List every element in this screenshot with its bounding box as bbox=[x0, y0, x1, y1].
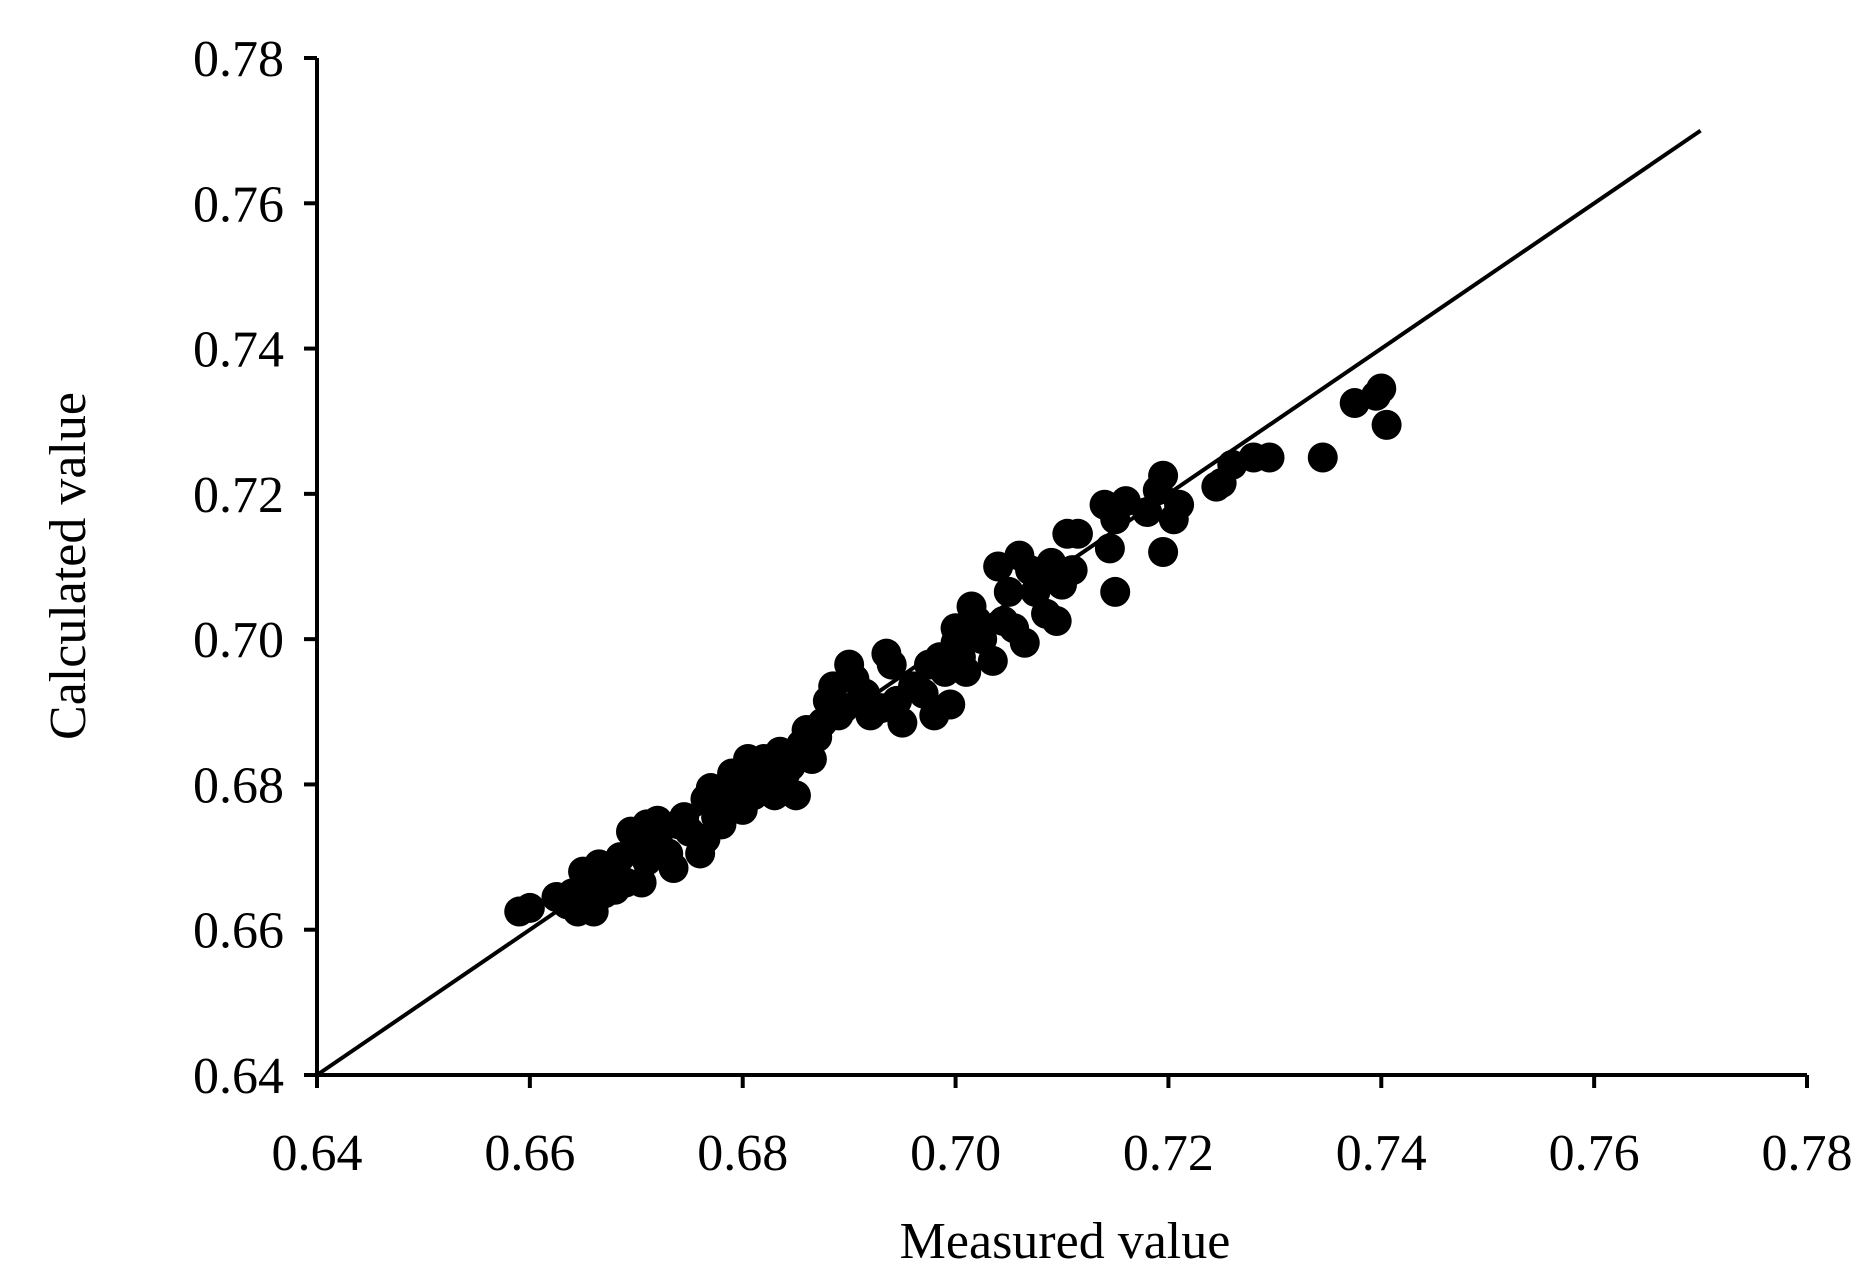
y-tick-label: 0.72 bbox=[193, 467, 284, 524]
data-point bbox=[780, 780, 811, 811]
x-tick-label: 0.78 bbox=[1762, 1125, 1853, 1182]
y-tick-label: 0.76 bbox=[193, 176, 284, 233]
data-point bbox=[935, 689, 966, 720]
data-point bbox=[1041, 605, 1072, 636]
x-tick-label: 0.64 bbox=[272, 1125, 363, 1182]
data-point bbox=[951, 656, 982, 687]
data-point bbox=[1094, 533, 1125, 564]
y-axis-title: Calculated value bbox=[40, 392, 97, 740]
y-tick-label: 0.68 bbox=[193, 757, 284, 814]
data-point bbox=[1148, 460, 1179, 491]
data-point bbox=[993, 576, 1024, 607]
y-tick-label: 0.74 bbox=[193, 322, 284, 379]
data-point bbox=[1009, 627, 1040, 658]
data-point bbox=[887, 707, 918, 738]
data-point bbox=[1062, 518, 1093, 549]
data-point bbox=[977, 645, 1008, 676]
y-tick-label: 0.78 bbox=[193, 31, 284, 88]
x-tick-label: 0.70 bbox=[910, 1125, 1001, 1182]
data-point bbox=[1164, 489, 1195, 520]
data-point bbox=[1148, 536, 1179, 567]
x-tick-label: 0.76 bbox=[1549, 1125, 1640, 1182]
y-tick-label: 0.64 bbox=[193, 1048, 284, 1105]
data-point bbox=[876, 649, 907, 680]
y-ticks: 0.64 0.66 0.68 0.70 0.72 0.74 0.76 0.78 bbox=[193, 31, 317, 1105]
axes bbox=[315, 58, 1807, 1077]
data-point bbox=[1100, 576, 1131, 607]
data-point bbox=[1254, 442, 1285, 473]
x-tick-label: 0.66 bbox=[484, 1125, 575, 1182]
data-point bbox=[658, 852, 689, 883]
data-points bbox=[504, 373, 1402, 927]
data-point bbox=[1307, 442, 1338, 473]
x-tick-label: 0.72 bbox=[1123, 1125, 1214, 1182]
x-axis-title: Measured value bbox=[900, 1213, 1231, 1270]
data-point bbox=[1366, 373, 1397, 404]
y-tick-label: 0.70 bbox=[193, 612, 284, 669]
data-point bbox=[1057, 555, 1088, 586]
x-ticks: 0.64 0.66 0.68 0.70 0.72 0.74 0.76 0.78 bbox=[272, 1075, 1853, 1182]
x-tick-label: 0.68 bbox=[697, 1125, 788, 1182]
data-point bbox=[514, 892, 545, 923]
x-tick-label: 0.74 bbox=[1336, 1125, 1427, 1182]
data-point bbox=[1371, 409, 1402, 440]
y-tick-label: 0.66 bbox=[193, 903, 284, 960]
